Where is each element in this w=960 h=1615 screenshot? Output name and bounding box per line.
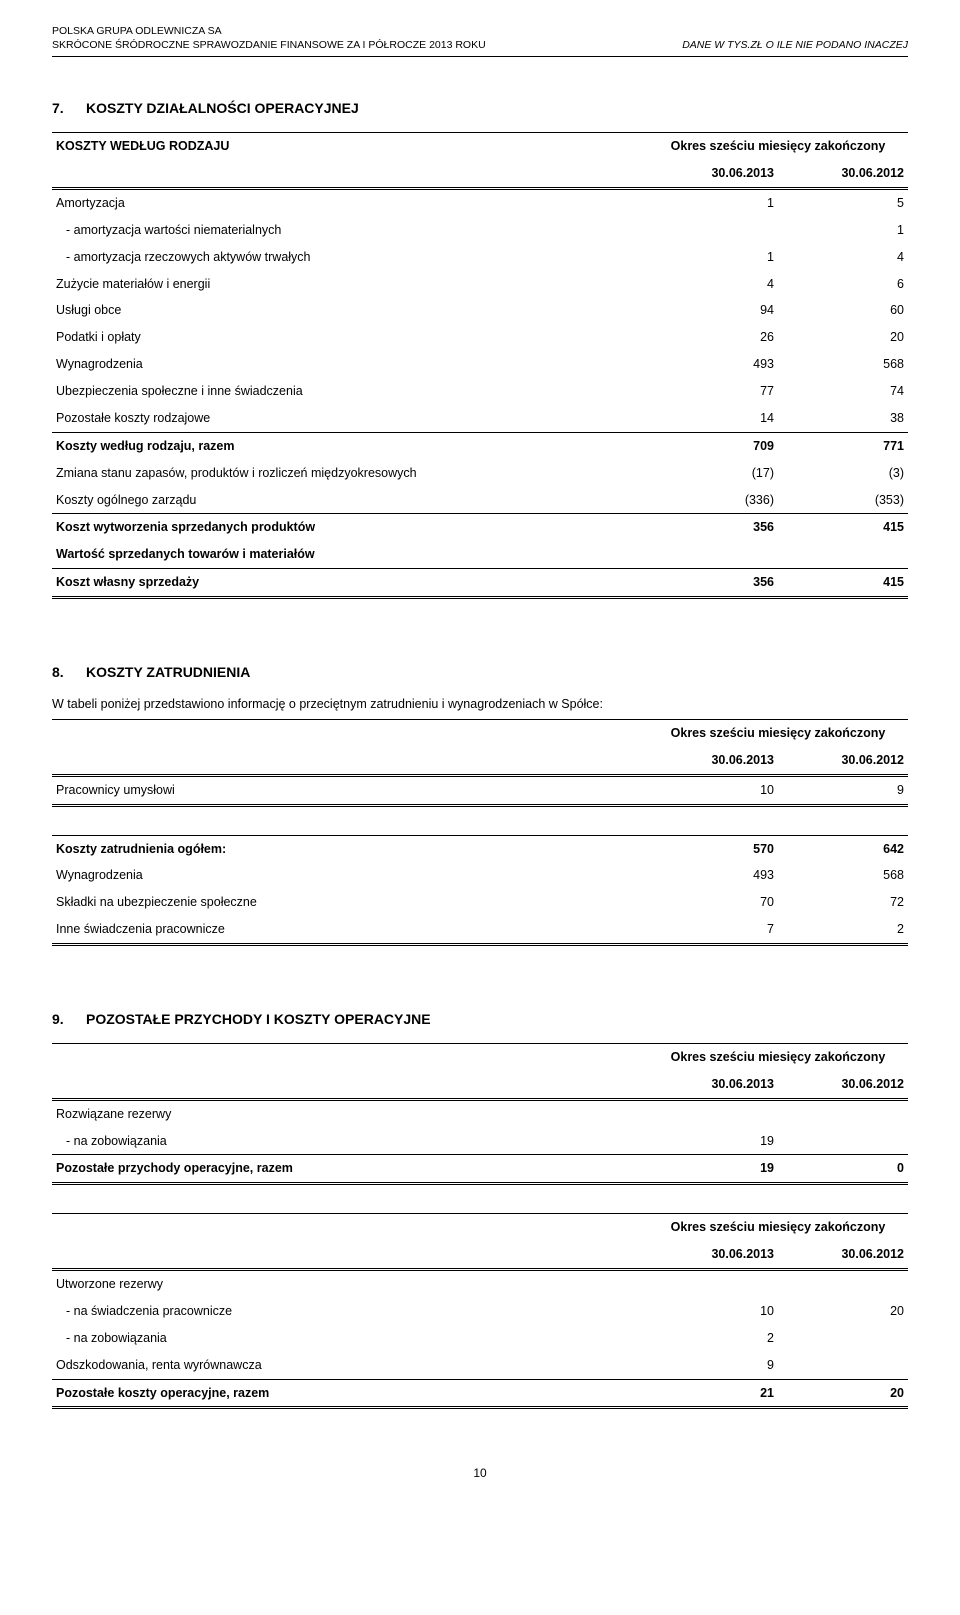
table-row: Zużycie materiałów i energii46: [52, 271, 908, 298]
s7-period-a: 30.06.2013: [648, 160, 778, 188]
header-right: DANE W TYS.ZŁ O ILE NIE PODANO INACZEJ: [682, 38, 908, 52]
section-9-title: 9. POZOSTAŁE PRZYCHODY I KOSZTY OPERACYJ…: [52, 1010, 908, 1029]
table-row: Pozostałe przychody operacyjne, razem190: [52, 1155, 908, 1184]
section-9-name: POZOSTAŁE PRZYCHODY I KOSZTY OPERACYJNE: [86, 1010, 431, 1029]
section-8-name: KOSZTY ZATRUDNIENIA: [86, 663, 250, 682]
table-row: Koszt własny sprzedaży356415: [52, 569, 908, 598]
section-8-table-b: Koszty zatrudnienia ogółem:570642 Wynagr…: [52, 835, 908, 947]
section-7-name: KOSZTY DZIAŁALNOŚCI OPERACYJNEJ: [86, 99, 359, 118]
section-9-num: 9.: [52, 1010, 76, 1029]
table-row: Usługi obce9460: [52, 297, 908, 324]
section-8-num: 8.: [52, 663, 76, 682]
s9a-period-label: Okres sześciu miesięcy zakończony: [648, 1043, 908, 1070]
table-row: - amortyzacja wartości niematerialnych1: [52, 217, 908, 244]
s9b-period-b: 30.06.2012: [778, 1241, 908, 1269]
s8-period-label: Okres sześciu miesięcy zakończony: [648, 719, 908, 746]
table-row: Wartość sprzedanych towarów i materiałów: [52, 541, 908, 568]
table-row: Podatki i opłaty2620: [52, 324, 908, 351]
table-row: Składki na ubezpieczenie społeczne7072: [52, 889, 908, 916]
table-row: Amortyzacja15: [52, 188, 908, 216]
s9b-period-a: 30.06.2013: [648, 1241, 778, 1269]
table-row: - na zobowiązania19: [52, 1128, 908, 1155]
table-row: Koszty ogólnego zarządu(336)(353): [52, 487, 908, 514]
s9a-period-b: 30.06.2012: [778, 1071, 908, 1099]
section-7-num: 7.: [52, 99, 76, 118]
table-row: Rozwiązane rezerwy: [52, 1099, 908, 1127]
company-name: POLSKA GRUPA ODLEWNICZA SA: [52, 24, 486, 38]
section-8-title: 8. KOSZTY ZATRUDNIENIA: [52, 663, 908, 682]
table-row: Ubezpieczenia społeczne i inne świadczen…: [52, 378, 908, 405]
table-row: Wynagrodzenia493568: [52, 862, 908, 889]
table-row: Koszty zatrudnienia ogółem:570642: [52, 835, 908, 862]
table-row: - na świadczenia pracownicze1020: [52, 1298, 908, 1325]
page-number: 10: [52, 1465, 908, 1481]
s7-period-b: 30.06.2012: [778, 160, 908, 188]
s7-subtitle: KOSZTY WEDŁUG RODZAJU: [52, 133, 648, 160]
table-row: - amortyzacja rzeczowych aktywów trwałyc…: [52, 244, 908, 271]
s9b-period-label: Okres sześciu miesięcy zakończony: [648, 1214, 908, 1241]
section-9-cost-table: Okres sześciu miesięcy zakończony 30.06.…: [52, 1213, 908, 1409]
table-row: Wynagrodzenia493568: [52, 351, 908, 378]
s7-period-label: Okres sześciu miesięcy zakończony: [648, 133, 908, 160]
s9a-period-a: 30.06.2013: [648, 1071, 778, 1099]
section-8-table-a: Okres sześciu miesięcy zakończony 30.06.…: [52, 719, 908, 807]
table-row: Odszkodowania, renta wyrównawcza9: [52, 1352, 908, 1379]
table-row: Inne świadczenia pracownicze72: [52, 916, 908, 944]
table-row: Pozostałe koszty rodzajowe1438: [52, 405, 908, 432]
page-header: POLSKA GRUPA ODLEWNICZA SA SKRÓCONE ŚRÓD…: [52, 24, 908, 57]
table-row: Pracownicy umysłowi109: [52, 775, 908, 805]
report-subtitle: SKRÓCONE ŚRÓDROCZNE SPRAWOZDANIE FINANSO…: [52, 38, 486, 52]
section-7-table: KOSZTY WEDŁUG RODZAJU Okres sześciu mies…: [52, 132, 908, 599]
table-row: Utworzone rezerwy: [52, 1270, 908, 1298]
section-7-title: 7. KOSZTY DZIAŁALNOŚCI OPERACYJNEJ: [52, 99, 908, 118]
section-9-income-table: Okres sześciu miesięcy zakończony 30.06.…: [52, 1043, 908, 1185]
section-8-intro: W tabeli poniżej przedstawiono informacj…: [52, 696, 908, 713]
s8-period-b: 30.06.2012: [778, 747, 908, 775]
table-row: Koszt wytworzenia sprzedanych produktów3…: [52, 514, 908, 541]
table-row: Koszty według rodzaju, razem709771: [52, 432, 908, 459]
header-left: POLSKA GRUPA ODLEWNICZA SA SKRÓCONE ŚRÓD…: [52, 24, 486, 52]
table-row: Zmiana stanu zapasów, produktów i rozlic…: [52, 460, 908, 487]
s8-period-a: 30.06.2013: [648, 747, 778, 775]
table-row: - na zobowiązania2: [52, 1325, 908, 1352]
table-row: Pozostałe koszty operacyjne, razem2120: [52, 1379, 908, 1408]
